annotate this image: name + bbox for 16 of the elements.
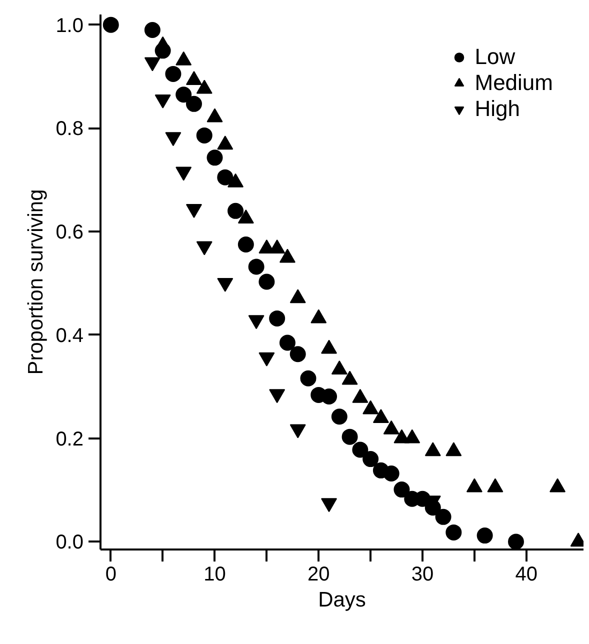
x-tick-label: 20 <box>308 564 330 586</box>
x-tick-label: 0 <box>105 564 116 586</box>
y-axis-title: Proportion surviving <box>24 189 48 375</box>
legend-label: Low <box>474 44 516 70</box>
legend-label: High <box>474 96 520 122</box>
legend-label: Medium <box>474 70 553 96</box>
y-tick-label: 0.6 <box>56 222 84 244</box>
x-tick-label: 10 <box>204 564 226 586</box>
y-tick-label: 0.2 <box>56 428 84 450</box>
y-tick-label: 0.8 <box>56 118 84 140</box>
y-tick-label: 1.0 <box>56 14 84 37</box>
x-axis-title: Days <box>318 588 366 612</box>
y-tick-label: 0.0 <box>56 532 84 554</box>
x-tick-label: 40 <box>515 564 538 586</box>
y-tick-label: 0.4 <box>56 324 84 347</box>
x-tick-label: 30 <box>411 564 434 586</box>
